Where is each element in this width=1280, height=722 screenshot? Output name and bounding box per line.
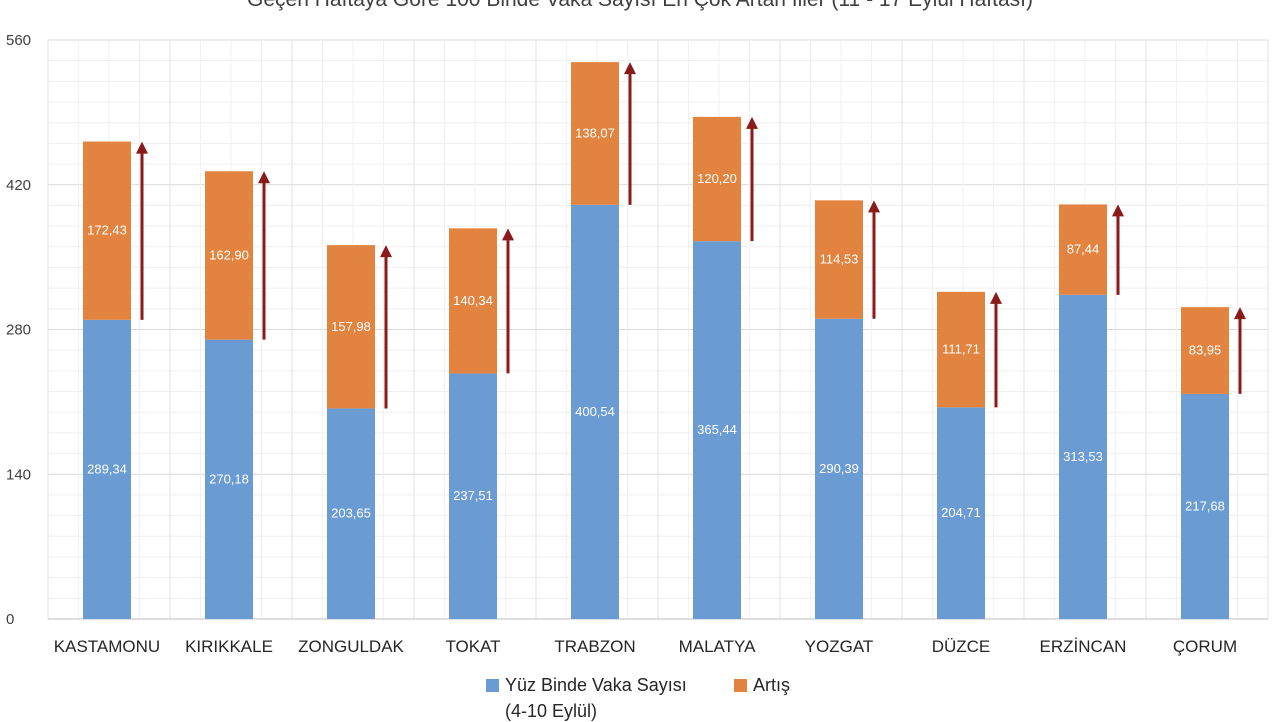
data-label-artis: 172,43 bbox=[87, 223, 127, 238]
data-label-vaka: 290,39 bbox=[819, 461, 859, 476]
x-tick-label: ZONGULDAK bbox=[298, 637, 404, 656]
data-label-vaka: 217,68 bbox=[1185, 498, 1225, 513]
data-label-vaka: 237,51 bbox=[453, 488, 493, 503]
x-tick-label: DÜZCE bbox=[932, 637, 991, 656]
x-tick-label: TOKAT bbox=[445, 637, 500, 656]
bar-vaka bbox=[815, 318, 863, 619]
x-tick-label: KASTAMONU bbox=[54, 637, 160, 656]
data-label-artis: 87,44 bbox=[1067, 242, 1100, 257]
x-tick-label: ERZİNCAN bbox=[1040, 637, 1127, 656]
data-label-artis: 162,90 bbox=[209, 247, 249, 262]
x-tick-label: YOZGAT bbox=[805, 637, 874, 656]
increase-arrow bbox=[868, 200, 880, 319]
bar-vaka bbox=[571, 204, 619, 620]
y-tick-label: 560 bbox=[6, 32, 31, 49]
bar-vaka bbox=[1059, 294, 1107, 619]
bar-vaka bbox=[205, 339, 253, 619]
bar-artis bbox=[83, 141, 131, 320]
x-axis-ticks: KASTAMONU KIRIKKALE ZONGULDAK TOKAT TRABZON M… bbox=[54, 637, 1237, 656]
legend-swatch-artis bbox=[734, 679, 747, 692]
data-label-vaka: 313,53 bbox=[1063, 449, 1103, 464]
increase-arrow bbox=[624, 62, 636, 205]
bar-vaka bbox=[449, 373, 497, 619]
y-axis-ticks: 0 140 280 420 560 bbox=[6, 32, 31, 628]
chart-title: Geçen Haftaya Göre 100 Binde Vaka Sayısı… bbox=[0, 0, 1280, 12]
legend-swatch-vaka bbox=[486, 679, 499, 692]
increase-arrow bbox=[990, 291, 1002, 408]
data-label-artis: 138,07 bbox=[575, 125, 615, 140]
bar-artis bbox=[571, 62, 619, 205]
increase-arrow bbox=[746, 116, 758, 242]
legend-label-artis: Artış bbox=[753, 675, 791, 695]
increase-arrow bbox=[1234, 307, 1246, 394]
data-label-artis: 83,95 bbox=[1189, 343, 1222, 358]
x-tick-label: KIRIKKALE bbox=[185, 637, 273, 656]
y-tick-label: 280 bbox=[6, 322, 31, 339]
bar-artis bbox=[1059, 204, 1107, 295]
data-label-vaka: 204,71 bbox=[941, 505, 981, 520]
data-label-vaka: 400,54 bbox=[575, 404, 615, 419]
bar-artis bbox=[1181, 307, 1229, 394]
increase-arrows bbox=[136, 62, 1246, 409]
increase-arrow bbox=[258, 171, 270, 340]
legend-label-vaka-period: (4-10 Eylül) bbox=[505, 701, 598, 721]
bar-artis bbox=[815, 200, 863, 319]
y-tick-label: 420 bbox=[6, 177, 31, 194]
increase-arrow bbox=[380, 245, 392, 409]
increase-arrow bbox=[1112, 204, 1124, 295]
bar-vaka bbox=[327, 408, 375, 619]
bar-artis bbox=[937, 291, 985, 408]
bar-vaka bbox=[693, 241, 741, 620]
data-label-artis: 157,98 bbox=[331, 319, 371, 334]
data-label-artis: 111,71 bbox=[942, 342, 980, 357]
y-tick-label: 0 bbox=[6, 611, 14, 628]
x-tick-label: MALATYA bbox=[679, 637, 756, 656]
bar-vaka bbox=[1181, 393, 1229, 619]
bar-artis bbox=[327, 245, 375, 409]
bar-artis bbox=[205, 171, 253, 340]
increase-arrow bbox=[136, 141, 148, 320]
data-labels: 289,34 172,43 270,18 162,90 203,65 157,98 237,… bbox=[87, 125, 1225, 520]
data-label-artis: 140,34 bbox=[453, 293, 493, 308]
bar-vaka bbox=[83, 319, 131, 619]
bar-artis bbox=[693, 116, 741, 242]
y-tick-label: 140 bbox=[6, 466, 31, 483]
data-label-artis: 120,20 bbox=[697, 171, 737, 186]
increase-arrow bbox=[502, 228, 514, 374]
data-label-vaka: 270,18 bbox=[209, 471, 249, 486]
data-label-vaka: 289,34 bbox=[87, 461, 127, 476]
legend-label-vaka: Yüz Binde Vaka Sayısı bbox=[505, 675, 687, 695]
x-tick-label: TRABZON bbox=[554, 637, 635, 656]
x-tick-label: ÇORUM bbox=[1173, 637, 1237, 656]
bar-vaka bbox=[937, 407, 985, 619]
bars bbox=[83, 62, 1229, 620]
bar-artis bbox=[449, 228, 497, 374]
data-label-vaka: 203,65 bbox=[331, 506, 371, 521]
data-label-artis: 114,53 bbox=[820, 252, 859, 267]
data-label-vaka: 365,44 bbox=[697, 422, 737, 437]
